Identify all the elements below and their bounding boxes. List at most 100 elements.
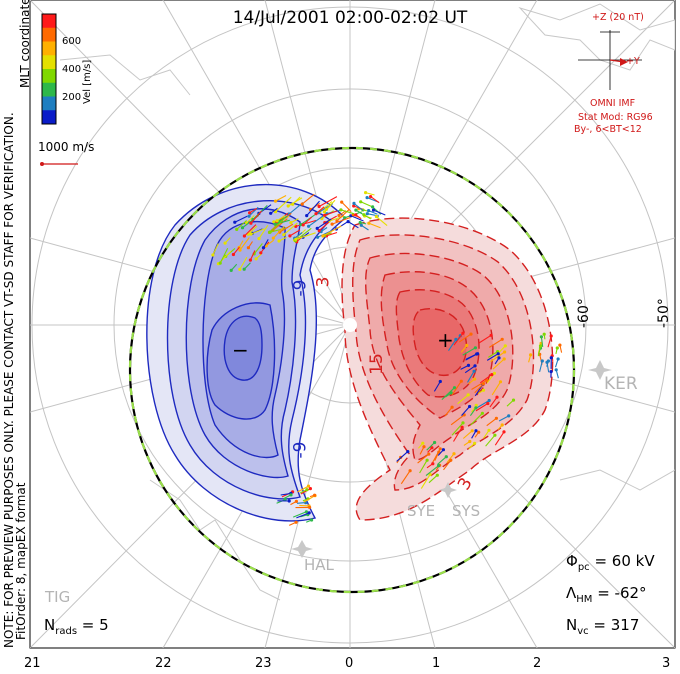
color-tick-200: 200 bbox=[62, 92, 82, 103]
velocity-vector bbox=[470, 412, 483, 426]
imf-model: Stat Mod: RG96 bbox=[578, 112, 653, 123]
velocity-scale-label: 1000 m/s bbox=[38, 140, 95, 154]
velocity-vector bbox=[305, 519, 312, 523]
velocity-vector bbox=[302, 216, 313, 226]
velocity-vector bbox=[353, 202, 364, 212]
velocity-vector bbox=[462, 347, 476, 356]
vector-origin bbox=[540, 359, 544, 363]
velocity-vector bbox=[297, 485, 309, 493]
velocity-vector bbox=[300, 488, 311, 495]
velocity-vector bbox=[247, 225, 258, 235]
color-scale-border bbox=[41, 13, 57, 125]
phi-pc-stat: Φpc = 60 kV bbox=[566, 552, 655, 573]
velocity-vector bbox=[360, 201, 372, 207]
nvc-stat: Nvc = 317 bbox=[566, 616, 640, 637]
velocity-vector bbox=[315, 206, 325, 215]
velocity-vector bbox=[434, 451, 440, 461]
color-scale-label: Vel [m/s] bbox=[82, 59, 93, 104]
velocity-vector bbox=[360, 224, 369, 231]
velocity-vector bbox=[419, 459, 428, 474]
contour-label: 15 bbox=[366, 353, 387, 375]
station-label-ker: KER bbox=[604, 374, 638, 394]
velocity-vector bbox=[302, 498, 309, 502]
velocity-vector bbox=[306, 200, 320, 216]
velocity-vector bbox=[283, 222, 298, 236]
velocity-vector bbox=[555, 347, 558, 355]
velocity-vector bbox=[355, 214, 362, 220]
velocity-vector bbox=[443, 459, 452, 471]
potential-minimum-mark: − bbox=[232, 338, 249, 362]
velocity-vector bbox=[238, 240, 244, 248]
velocity-vector bbox=[489, 338, 503, 348]
velocity-vector bbox=[426, 442, 435, 451]
velocity-vector bbox=[347, 221, 359, 229]
velocity-vector bbox=[461, 406, 471, 416]
velocity-vector bbox=[250, 210, 262, 224]
coord-label: MLT coordinates bbox=[18, 0, 32, 88]
velocity-vector bbox=[368, 210, 378, 215]
velocity-vector bbox=[488, 351, 498, 358]
coastline bbox=[149, 479, 281, 601]
velocity-vector bbox=[276, 215, 286, 222]
velocity-vector bbox=[283, 494, 292, 500]
velocity-vector bbox=[363, 214, 371, 220]
velocity-vector bbox=[280, 492, 291, 496]
velocity-vector bbox=[278, 236, 287, 242]
velocity-vector bbox=[528, 354, 532, 363]
coastline bbox=[518, 3, 675, 71]
velocity-vector bbox=[468, 442, 475, 450]
color-tick-600: 600 bbox=[62, 36, 82, 47]
mlt-label-1: 1 bbox=[432, 656, 441, 671]
velocity-vector bbox=[547, 335, 552, 348]
velocity-vector bbox=[478, 334, 492, 344]
velocity-vector bbox=[294, 232, 303, 239]
potential-maximum-mark: + bbox=[437, 328, 454, 352]
velocity-vector bbox=[296, 502, 306, 504]
vector-origin bbox=[549, 356, 553, 360]
velocity-vector bbox=[290, 218, 299, 224]
vector-origin bbox=[555, 346, 559, 350]
velocity-vector bbox=[494, 431, 505, 446]
color-scale-segment bbox=[42, 55, 56, 70]
velocity-vector bbox=[417, 442, 424, 449]
velocity-vector bbox=[400, 470, 411, 485]
velocity-vector bbox=[463, 441, 471, 446]
velocity-vector bbox=[453, 332, 464, 346]
velocity-vector bbox=[249, 207, 258, 214]
station-marker-hal bbox=[291, 540, 313, 558]
lambda-hm-stat: ΛHM = -62° bbox=[566, 584, 647, 605]
velocity-vector bbox=[253, 243, 263, 255]
velocity-vector bbox=[450, 414, 465, 426]
velocity-vector bbox=[483, 429, 490, 439]
color-scale-bar bbox=[41, 13, 57, 125]
velocity-vector bbox=[243, 262, 251, 270]
velocity-vector bbox=[433, 381, 441, 392]
color-scale-segment bbox=[42, 69, 56, 84]
hm-boundary-dash bbox=[128, 146, 576, 594]
velocity-vector bbox=[300, 214, 316, 226]
velocity-vector bbox=[341, 201, 352, 212]
velocity-vector bbox=[494, 357, 500, 365]
velocity-vector bbox=[212, 243, 219, 256]
velocity-vector bbox=[373, 209, 386, 216]
velocity-vector bbox=[287, 197, 303, 207]
velocity-vector bbox=[295, 232, 316, 240]
velocity-vector bbox=[316, 218, 332, 229]
velocity-vector bbox=[365, 192, 375, 196]
velocity-vector bbox=[309, 494, 315, 498]
velocity-vector bbox=[300, 489, 308, 494]
velocity-vector bbox=[497, 424, 503, 430]
color-scale-segment bbox=[42, 27, 56, 42]
velocity-vector bbox=[444, 406, 453, 417]
velocity-vector bbox=[265, 239, 275, 247]
velocity-vector bbox=[239, 237, 250, 251]
red-contour-fill bbox=[412, 308, 468, 376]
imf-source: OMNI IMF bbox=[590, 98, 636, 109]
velocity-vector bbox=[464, 365, 476, 374]
color-scale-segment bbox=[42, 82, 56, 97]
blue-contour-fill bbox=[223, 315, 263, 381]
velocity-vector bbox=[295, 219, 317, 227]
fit-order-note: FitOrder: 8, mapEX format bbox=[14, 482, 28, 640]
station-label-tig: TIG bbox=[45, 588, 71, 606]
velocity-vector bbox=[230, 263, 238, 271]
